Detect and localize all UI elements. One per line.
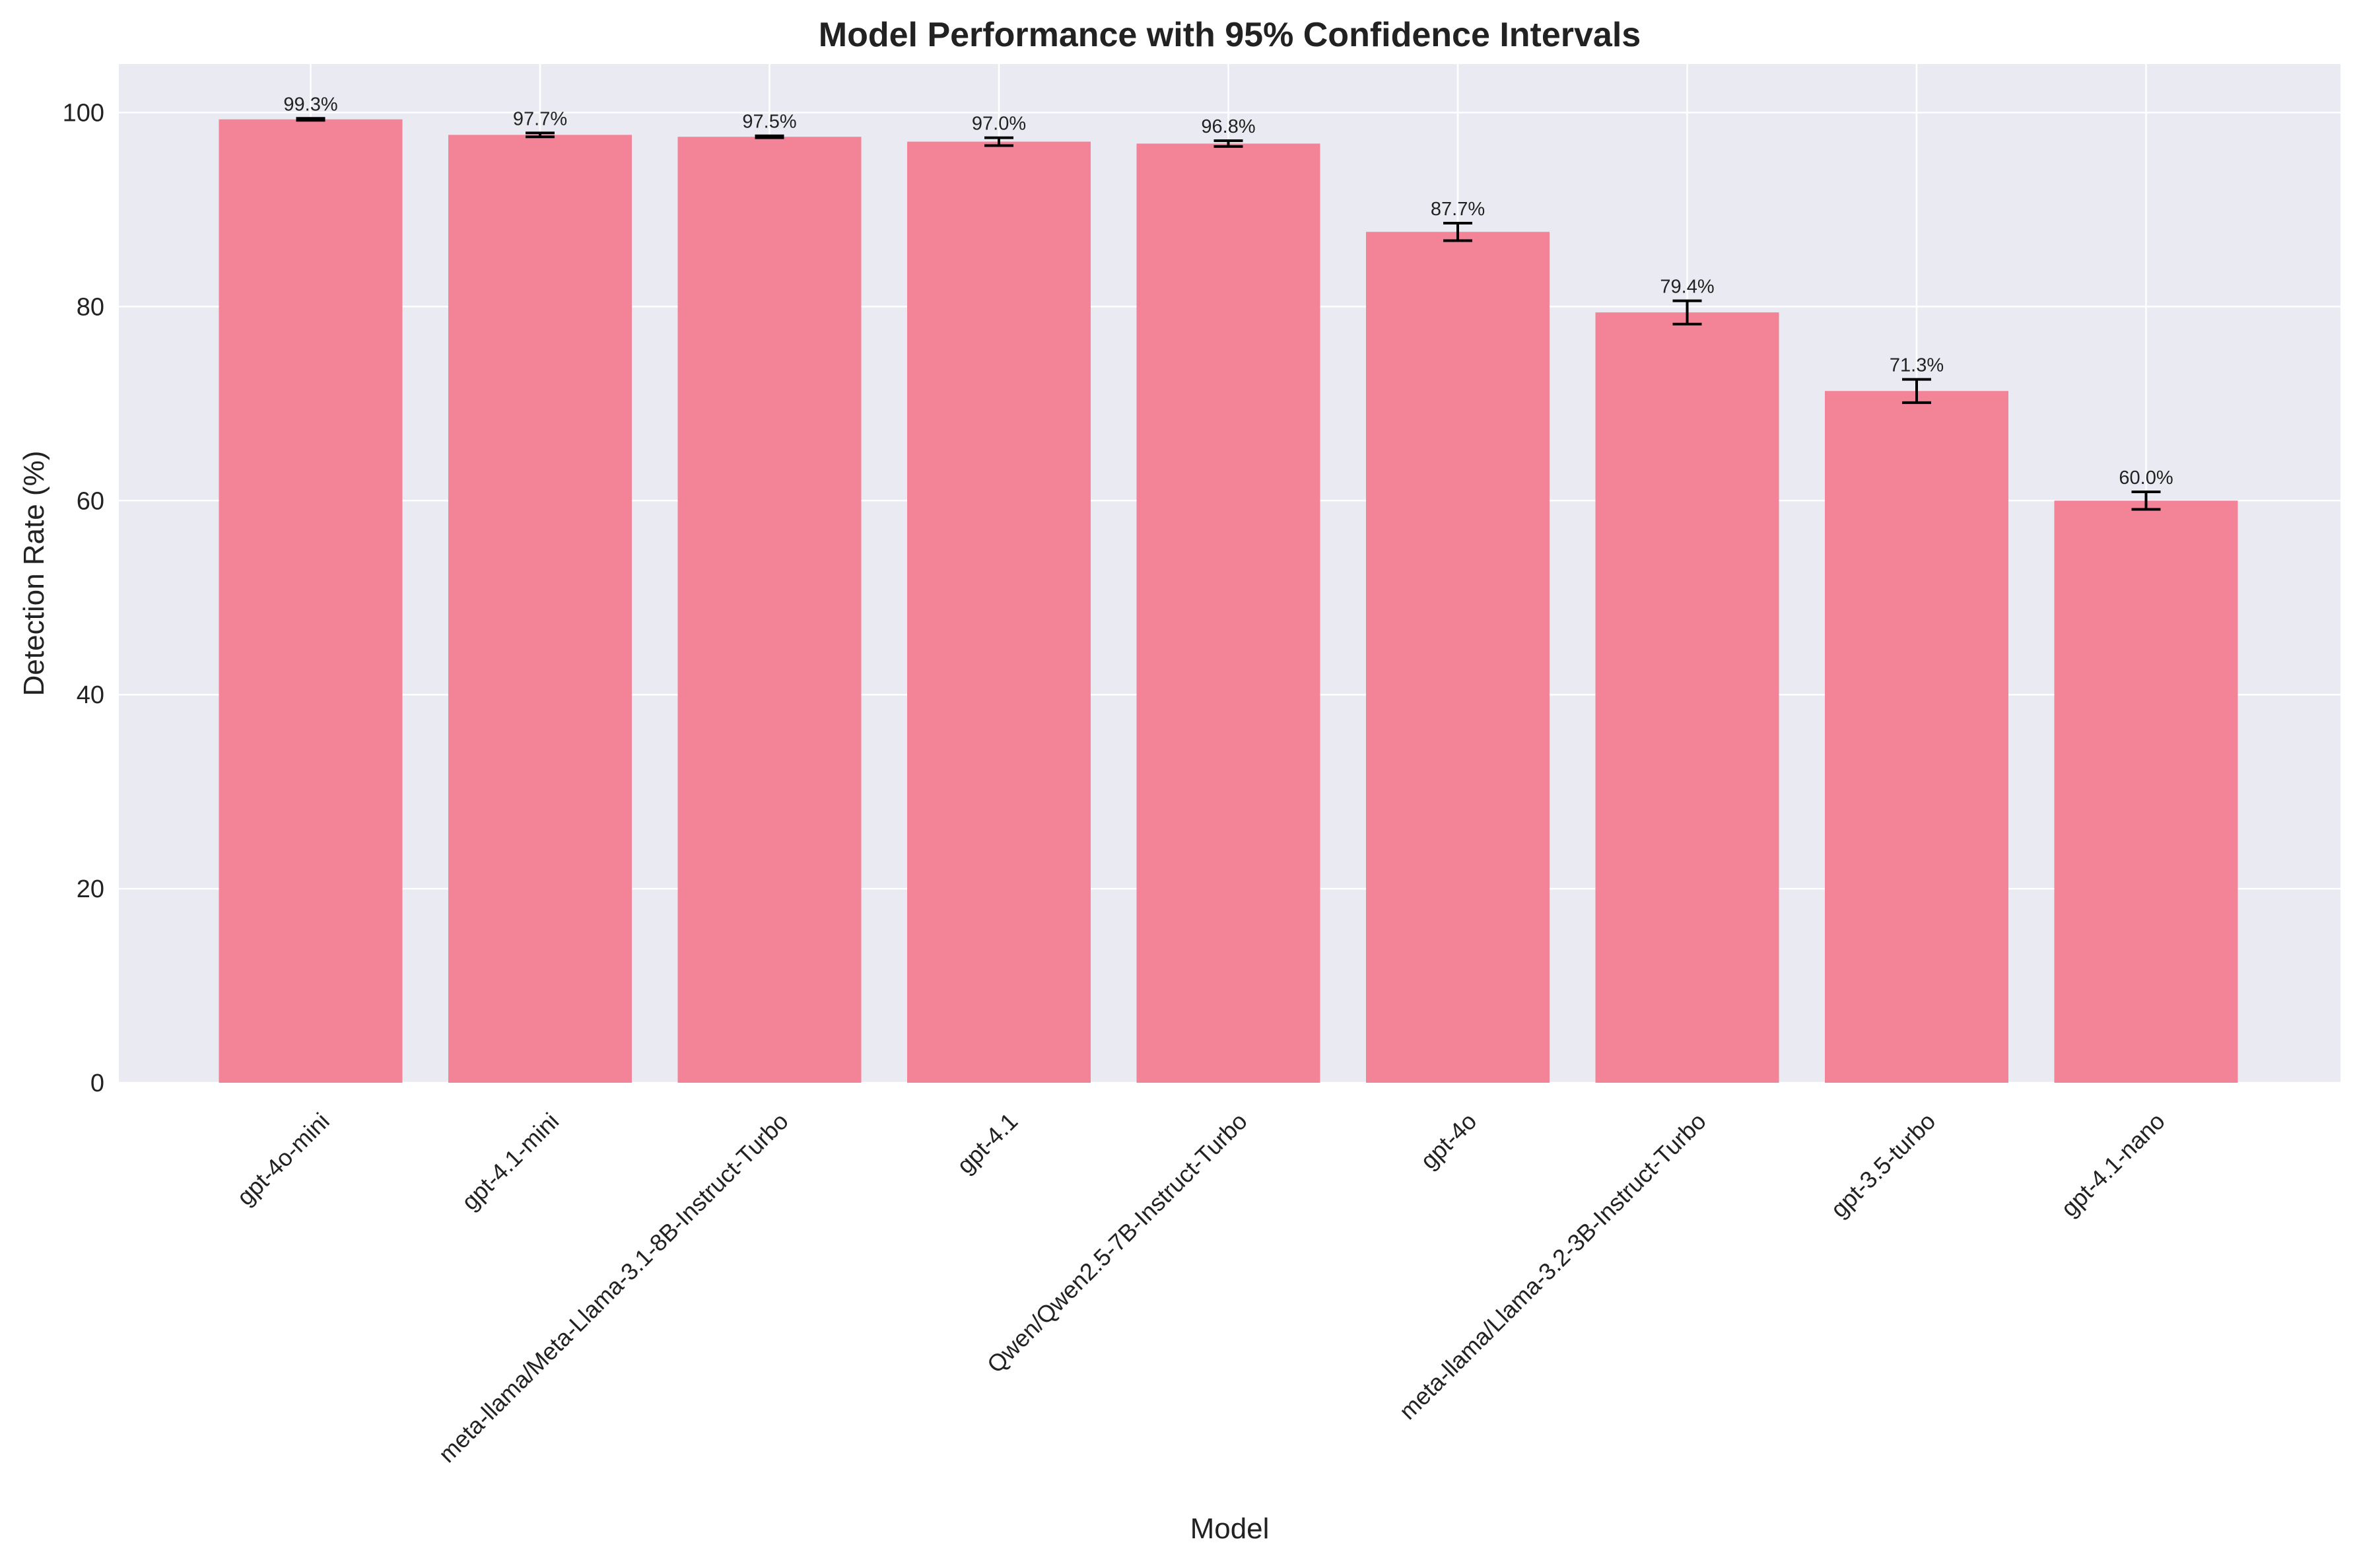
y-tick-labels: 0 20 40 60 80 100 <box>63 99 104 1097</box>
error-bar <box>755 134 784 139</box>
bar <box>1595 312 1779 1083</box>
x-axis-label: Model <box>1190 1513 1270 1545</box>
data-label: 96.8% <box>1201 116 1255 137</box>
error-bar <box>1672 299 1702 325</box>
y-tick-label: 80 <box>77 293 104 321</box>
error-bar <box>296 117 325 122</box>
bar <box>1366 232 1550 1083</box>
data-labels: 99.3% 97.7% 97.5% 97.0% 96.8% 87.7% 79.4% 71.3%… <box>283 94 2173 489</box>
y-axis-label: Detection Rate (%) <box>18 451 50 697</box>
data-label: 97.7% <box>513 108 567 129</box>
y-tick-label: 0 <box>90 1070 104 1097</box>
data-label: 97.0% <box>972 114 1026 135</box>
error-bar <box>526 131 555 139</box>
y-tick-label: 20 <box>77 875 104 903</box>
y-tick-label: 100 <box>63 99 104 127</box>
error-bars <box>296 117 2161 511</box>
y-tick-label: 40 <box>77 681 104 709</box>
bar <box>219 119 403 1083</box>
error-bar <box>984 136 1013 147</box>
error-bar <box>1902 378 1931 404</box>
data-label: 79.4% <box>1660 277 1714 298</box>
data-label: 71.3% <box>1890 355 1944 376</box>
data-label: 60.0% <box>2119 467 2173 489</box>
error-bar <box>2131 491 2161 511</box>
bar <box>1136 143 1320 1083</box>
bar <box>2054 500 2238 1083</box>
y-tick-label: 60 <box>77 487 104 515</box>
error-bar <box>1443 222 1472 242</box>
bar <box>1825 391 2008 1083</box>
error-bar <box>1213 139 1243 148</box>
data-label: 99.3% <box>283 94 337 115</box>
data-label: 87.7% <box>1431 199 1485 220</box>
chart-title: Model Performance with 95% Confidence In… <box>819 16 1641 54</box>
bar <box>907 141 1091 1083</box>
bar <box>448 135 632 1083</box>
data-label: 97.5% <box>742 112 796 133</box>
bars <box>219 119 2238 1083</box>
bar <box>677 137 862 1083</box>
